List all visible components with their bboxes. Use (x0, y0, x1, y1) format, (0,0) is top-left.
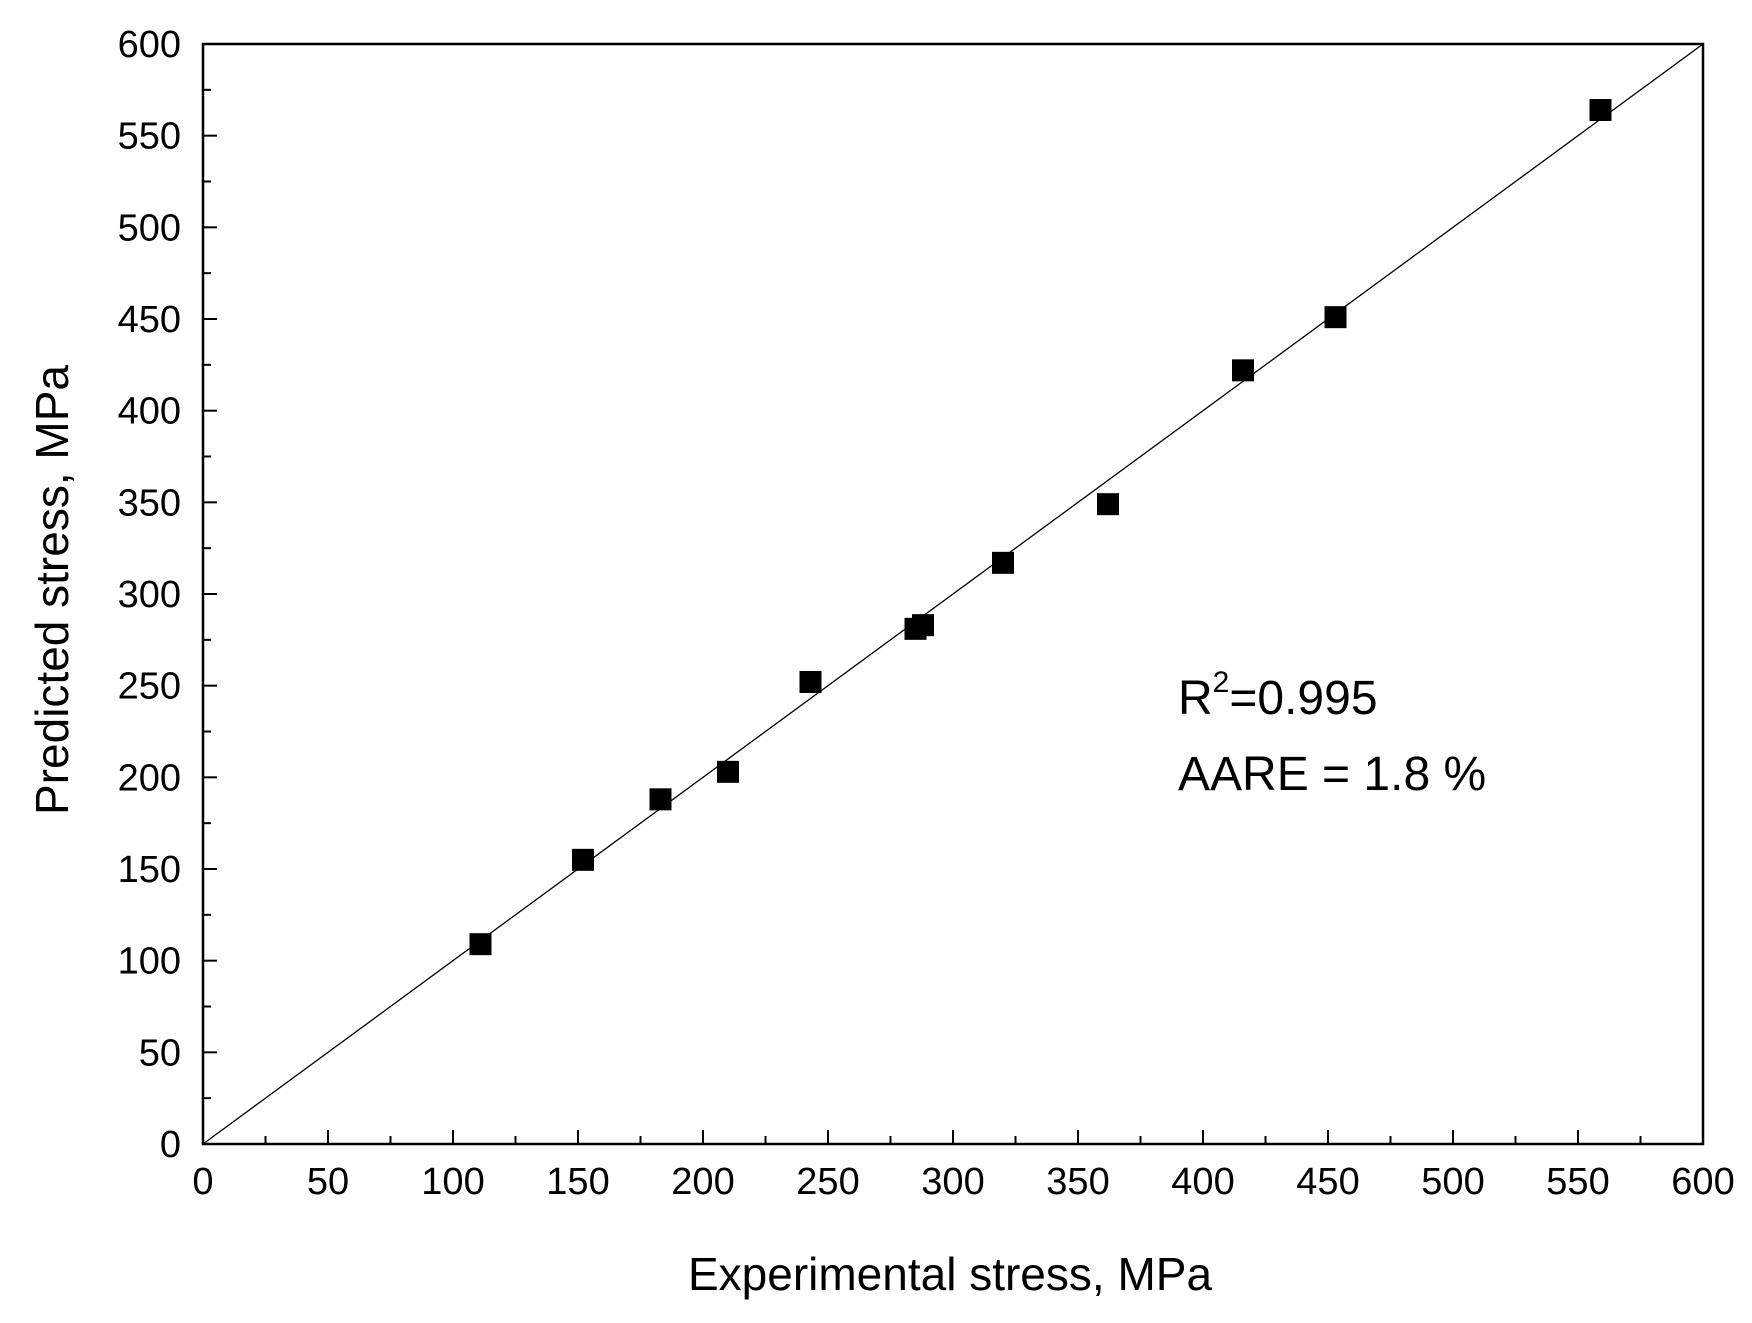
reference-line (202, 43, 1704, 1145)
x-tick-label: 0 (192, 1161, 213, 1203)
data-point (469, 933, 492, 956)
r-squared-value: =0.995 (1229, 672, 1377, 725)
r-squared-symbol: R (1178, 672, 1213, 725)
y-tick-label: 200 (118, 757, 181, 799)
y-tick-label: 250 (118, 666, 181, 708)
x-tick-label: 250 (796, 1161, 859, 1203)
data-point (717, 760, 739, 783)
data-point (912, 614, 934, 637)
y-tick-label: 50 (139, 1032, 181, 1074)
y-tick-label: 550 (118, 116, 181, 158)
x-tick-label: 200 (671, 1161, 734, 1203)
x-tick-label: 150 (546, 1161, 609, 1203)
x-tick-label: 600 (1671, 1161, 1734, 1203)
y-tick-label: 600 (118, 24, 181, 66)
data-point (992, 551, 1014, 574)
y-axis-title: Predicted stress, MPa (26, 365, 78, 815)
y-tick-label: 450 (118, 299, 181, 341)
x-axis-title: Experimental stress, MPa (688, 1248, 1212, 1300)
x-tick-label: 400 (1171, 1161, 1234, 1203)
y-tick-label: 300 (118, 574, 181, 616)
y-tick-label: 350 (118, 482, 181, 524)
data-point (649, 788, 672, 811)
y-tick-label: 400 (118, 391, 181, 433)
data-point (1232, 359, 1254, 382)
x-tick-label: 50 (307, 1161, 349, 1203)
y-tick-label: 100 (118, 941, 181, 983)
data-point (1589, 99, 1612, 121)
data-point (1324, 306, 1347, 329)
x-tick-label: 350 (1046, 1161, 1109, 1203)
x-tick-label: 550 (1546, 1161, 1609, 1203)
x-tick-label: 100 (421, 1161, 484, 1203)
r-squared-exponent: 2 (1213, 666, 1230, 699)
r-squared-annotation: R2=0.995 (1178, 666, 1378, 725)
data-point (572, 848, 594, 871)
x-tick-label: 300 (921, 1161, 984, 1203)
y-tick-label: 0 (160, 1124, 181, 1166)
y-tick-label: 500 (118, 207, 181, 249)
data-point (799, 671, 822, 693)
x-tick-label: 450 (1296, 1161, 1359, 1203)
y-tick-label: 150 (118, 849, 181, 891)
aare-annotation: AARE = 1.8 % (1178, 748, 1486, 801)
data-point (1097, 493, 1119, 516)
x-tick-label: 500 (1421, 1161, 1484, 1203)
